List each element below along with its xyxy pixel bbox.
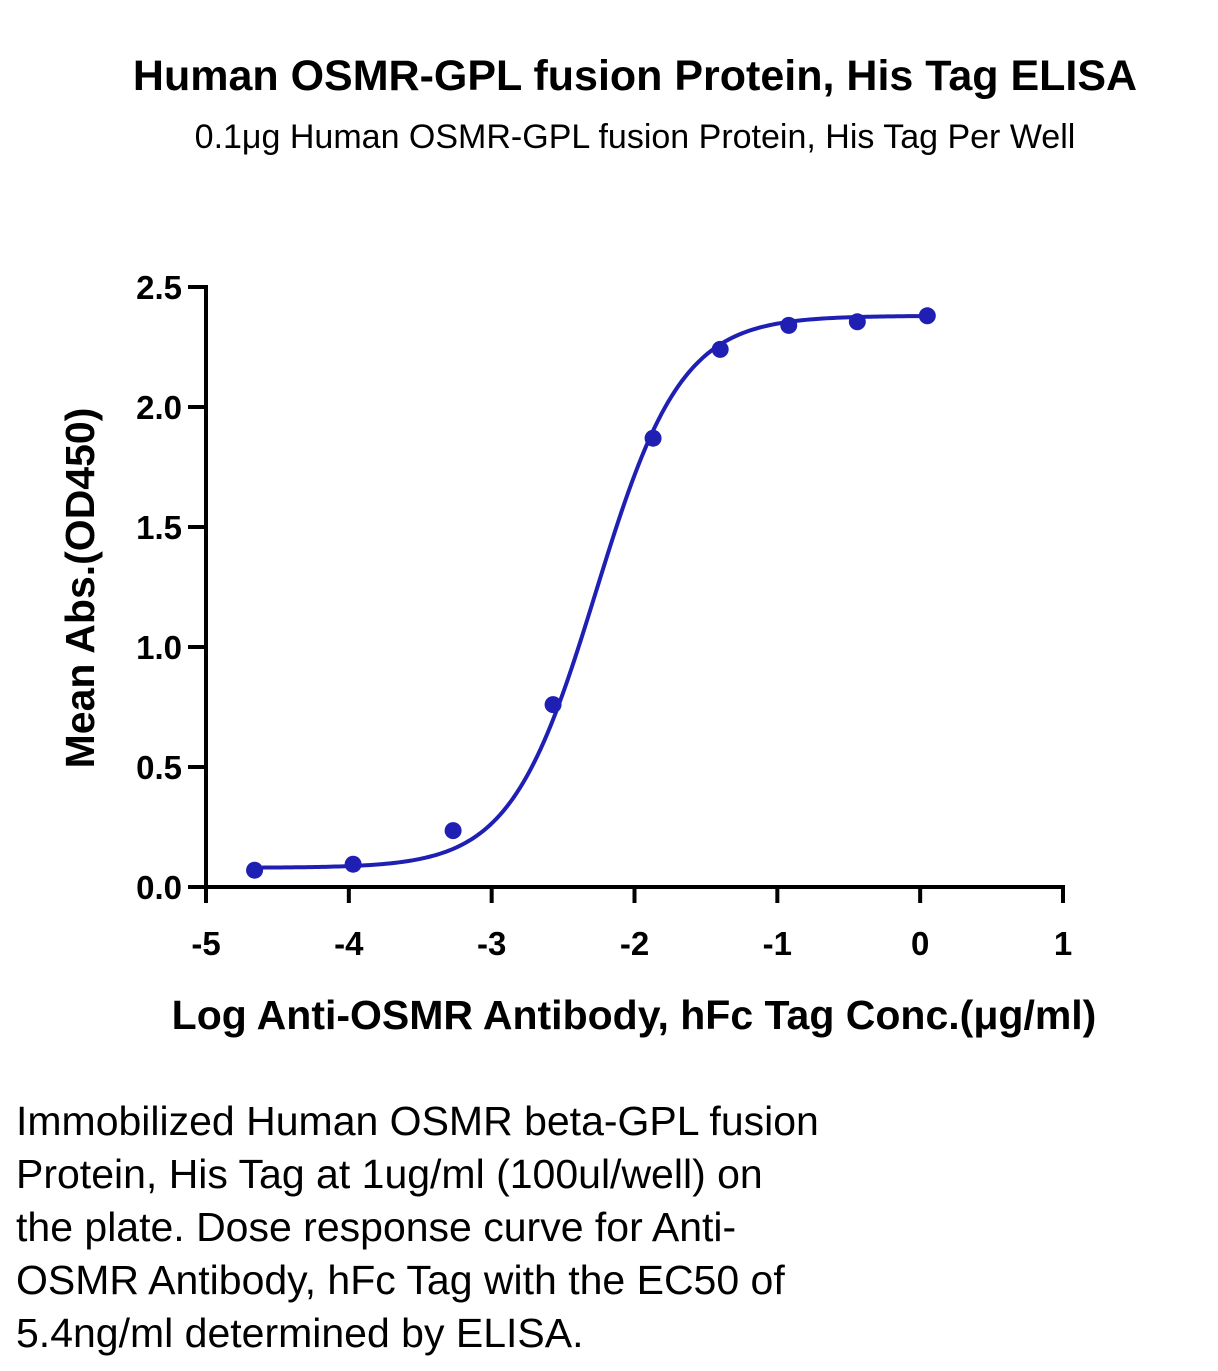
chart-subtitle: 0.1μg Human OSMR-GPL fusion Protein, His…: [194, 118, 1076, 156]
data-point: [344, 855, 362, 873]
fit-curve: [254, 314, 928, 870]
data-point: [848, 313, 866, 331]
x-axis-label: Log Anti-OSMR Antibody, hFc Tag Conc.(μg…: [172, 992, 1097, 1038]
x-tick-label: -5: [191, 925, 220, 962]
data-point: [444, 822, 462, 840]
y-tick-label: 1.0: [136, 629, 182, 666]
figure-caption: Immobilized Human OSMR beta-GPL fusion P…: [16, 1095, 1016, 1360]
data-point: [780, 316, 798, 334]
caption-line: the plate. Dose response curve for Anti-: [16, 1204, 737, 1250]
y-tick-label: 0.0: [136, 869, 182, 906]
caption-line: Protein, His Tag at 1ug/ml (100ul/well) …: [16, 1151, 763, 1197]
data-point: [644, 429, 662, 447]
y-tick-label: 2.5: [136, 269, 182, 306]
data-point: [918, 307, 936, 325]
y-tick-label: 1.5: [136, 509, 182, 546]
x-tick-label: -2: [620, 925, 649, 962]
x-tick-label: 1: [1054, 925, 1072, 962]
data-point: [544, 696, 562, 714]
y-tick-label: 0.5: [136, 749, 182, 786]
x-tick-label: 0: [911, 925, 929, 962]
caption-line: Immobilized Human OSMR beta-GPL fusion: [16, 1098, 819, 1144]
data-point: [711, 340, 729, 358]
elisa-chart: -5 -4 -3 -2 -1 0 1 0.0 0.5 1.0 1.5 2.0 2.5 Log Anti-…: [57, 269, 1097, 1038]
y-axis-label: Mean Abs.(OD450): [57, 408, 103, 769]
x-tick-label: -3: [477, 925, 506, 962]
y-tick-label: 2.0: [136, 389, 182, 426]
x-tick-label: -4: [334, 925, 364, 962]
x-tick-label: -1: [763, 925, 792, 962]
caption-line: OSMR Antibody, hFc Tag with the EC50 of: [16, 1257, 785, 1303]
data-point: [246, 861, 264, 879]
chart-title: Human OSMR-GPL fusion Protein, His Tag E…: [132, 52, 1138, 100]
caption-line: 5.4ng/ml determined by ELISA.: [16, 1310, 584, 1356]
